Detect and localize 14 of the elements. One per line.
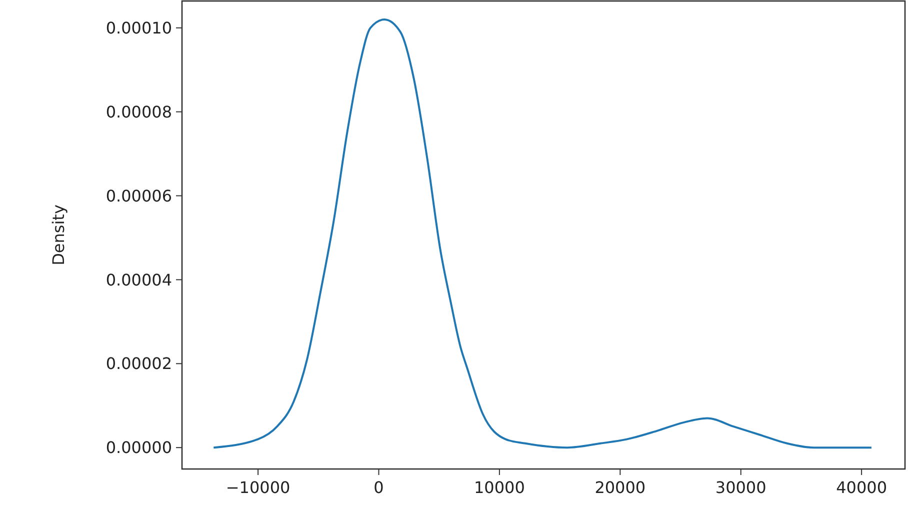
- x-tick-label: 40000: [836, 478, 887, 497]
- y-tick-label: 0.00008: [106, 102, 172, 122]
- y-tick-label: 0.00000: [106, 438, 172, 458]
- x-tick-label: 10000: [474, 478, 525, 497]
- y-tick-label: 0.00010: [106, 18, 172, 38]
- x-tick-label: −10000: [226, 478, 290, 497]
- y-tick-label: 0.00006: [106, 186, 172, 206]
- y-axis-title: Density: [49, 204, 68, 266]
- x-tick-label: 0: [374, 478, 384, 497]
- y-tick-label: 0.00004: [106, 270, 172, 290]
- x-tick-label: 20000: [594, 478, 646, 497]
- x-tick-label: 30000: [715, 478, 766, 497]
- line-series: [212, 18, 872, 449]
- y-tick-label: 0.00002: [106, 354, 172, 374]
